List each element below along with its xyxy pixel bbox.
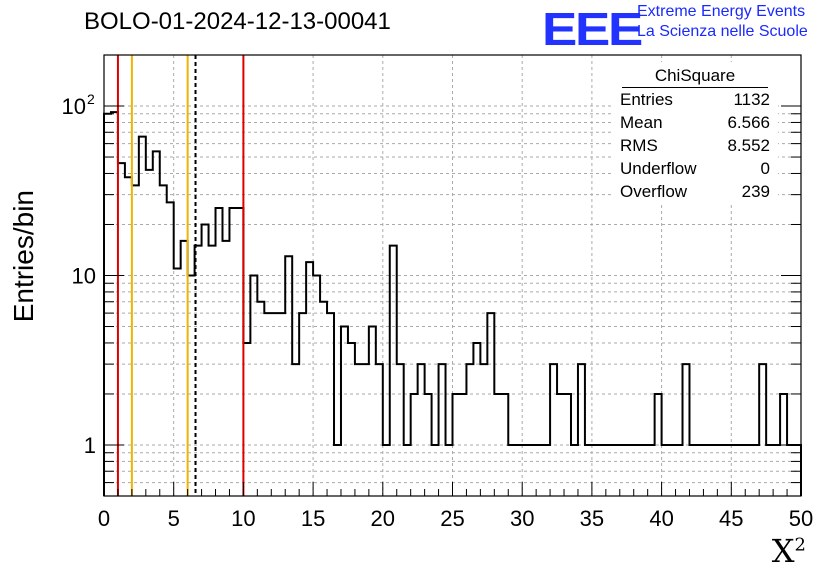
x-tick-label: 50 (789, 506, 813, 531)
x-tick-label: 35 (580, 506, 604, 531)
histogram-step-line (103, 111, 802, 496)
x-tick-label: 5 (168, 506, 180, 531)
y-tick-label-sup: 2 (87, 91, 95, 107)
x-tick-label: 45 (719, 506, 743, 531)
stats-label: Overflow (620, 182, 688, 201)
stats-value: 239 (741, 182, 770, 201)
x-axis-ticks: 0 5 10 15 20 25 30 35 40 45 50 (98, 482, 813, 531)
x-tick-label: 15 (301, 506, 325, 531)
eee-logo: EEE (542, 3, 643, 55)
stats-label: Underflow (620, 159, 697, 178)
stats-value: 8.552 (727, 136, 770, 155)
x-tick-label: 25 (440, 506, 464, 531)
x-axis-label-sup: 2 (794, 534, 806, 556)
x-tick-label: 40 (649, 506, 673, 531)
stats-box: ChiSquare Entries 1132 Mean 6.566 RMS 8.552 Un… (612, 62, 778, 203)
x-tick-label: 0 (98, 506, 110, 531)
x-tick-label: 10 (231, 506, 255, 531)
x-axis-label: X2 (772, 532, 806, 570)
y-tick-label: 10 (72, 264, 96, 289)
stats-row: Overflow 239 (612, 180, 778, 203)
stats-rows: Entries 1132 Mean 6.566 RMS 8.552 Underflow 0 Ov… (612, 88, 778, 203)
stats-row: Entries 1132 (612, 88, 778, 111)
x-tick-label: 30 (510, 506, 534, 531)
stats-value: 0 (760, 159, 770, 178)
x-axis-label-base: X (771, 532, 795, 570)
stats-label: Entries (620, 90, 673, 109)
stats-title: ChiSquare (622, 62, 768, 88)
stats-value: 6.566 (727, 113, 770, 132)
stats-row: RMS 8.552 (612, 134, 778, 157)
histogram-series (103, 111, 802, 496)
y-axis-label: Entries/bin (8, 190, 39, 323)
chart-title: BOLO-01-2024-12-13-00041 (84, 8, 391, 35)
stats-label: Mean (620, 113, 663, 132)
stats-row: Underflow 0 (612, 157, 778, 180)
y-tick-label: 1 (84, 433, 96, 458)
logo-line-2: La Scienza nelle Scuole (637, 23, 808, 40)
stats-label: RMS (620, 136, 658, 155)
logo-line-1: Extreme Energy Events (637, 3, 806, 20)
x-tick-label: 20 (371, 506, 395, 531)
stats-value: 1132 (733, 90, 770, 109)
y-tick-label: 10 (62, 94, 86, 119)
stats-row: Mean 6.566 (612, 111, 778, 134)
